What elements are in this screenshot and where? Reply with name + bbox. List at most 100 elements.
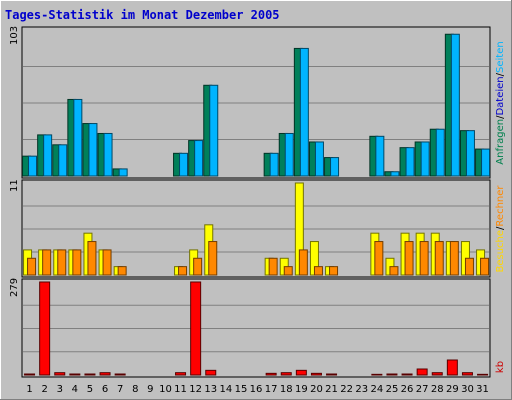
bars-requests (22, 33, 491, 177)
bar-kb (310, 372, 322, 376)
x-tick-label: 3 (57, 384, 63, 395)
bar-seiten (28, 155, 38, 177)
x-tick-label: 7 (117, 384, 123, 395)
x-tick-label: 27 (416, 384, 429, 395)
bar-kb (190, 281, 202, 376)
side-legend-part: Seiten (495, 41, 506, 73)
x-tick-label: 16 (250, 384, 263, 395)
bar-kb (461, 372, 473, 376)
bar-kb (326, 373, 338, 376)
ymax-label-requests: 103 (9, 26, 20, 45)
ymax-label-kb: 279 (9, 278, 20, 297)
bar-seiten (465, 130, 475, 177)
bar-seiten (103, 132, 113, 177)
bar-rechner (449, 241, 459, 276)
side-legend-kb: kb (495, 361, 506, 373)
x-tick-label: 5 (87, 384, 93, 395)
x-tick-label: 19 (295, 384, 308, 395)
bar-rechner (313, 266, 323, 276)
side-legend-part: Anfragen (495, 119, 506, 165)
bar-kb (54, 372, 66, 376)
bar-kb (99, 372, 111, 376)
bar-rechner (42, 249, 52, 276)
bar-rechner (193, 257, 203, 276)
bar-kb (401, 373, 413, 376)
grid-kb (23, 304, 489, 353)
x-tick-label: 25 (386, 384, 399, 395)
bar-seiten (375, 135, 385, 177)
bar-rechner (283, 266, 293, 276)
bar-kb (295, 369, 307, 376)
bar-rechner (117, 266, 127, 276)
bar-seiten (314, 141, 324, 177)
x-tick-label: 2 (41, 384, 47, 395)
bar-kb (84, 373, 96, 376)
bar-kb (446, 359, 458, 376)
x-tick-label: 21 (325, 384, 338, 395)
x-tick-label: 29 (446, 384, 459, 395)
bar-rechner (178, 266, 188, 276)
x-tick-label: 28 (431, 384, 444, 395)
bar-rechner (464, 257, 474, 276)
bar-kb (280, 372, 292, 376)
side-legend-part: Dateien (495, 76, 506, 115)
x-tick-label: 24 (370, 384, 383, 395)
panel-kb: 279 kb (9, 278, 506, 378)
bar-rechner (268, 257, 278, 276)
bars-kb (24, 281, 489, 376)
bar-seiten (179, 152, 189, 177)
bar-seiten (330, 157, 340, 177)
bar-seiten (43, 134, 53, 177)
bar-kb (265, 372, 277, 376)
bar-kb (477, 373, 489, 376)
side-legend-visits: Besuche/Rechner (495, 185, 506, 273)
bar-seiten (435, 128, 445, 177)
bar-rechner (27, 257, 37, 276)
bar-seiten (269, 152, 279, 177)
bar-rechner (298, 249, 308, 276)
bar-seiten (88, 123, 98, 177)
x-tick-label: 31 (476, 384, 489, 395)
x-tick-label: 6 (102, 384, 108, 395)
bar-seiten (58, 144, 68, 177)
bar-rechner (102, 249, 112, 276)
x-tick-label: 15 (235, 384, 248, 395)
bar-seiten (73, 98, 83, 177)
bar-seiten (390, 171, 400, 177)
bar-kb (69, 373, 81, 376)
x-tick-label: 10 (159, 384, 172, 395)
x-tick-label: 4 (72, 384, 78, 395)
side-legend-part: Rechner (495, 185, 506, 227)
bar-rechner (329, 266, 339, 276)
bar-kb (205, 369, 217, 376)
bar-kb (386, 373, 398, 376)
bar-seiten (209, 84, 219, 177)
bar-rechner (87, 241, 97, 276)
bar-seiten (284, 132, 294, 177)
x-tick-label: 20 (310, 384, 323, 395)
bar-rechner (57, 249, 67, 276)
bar-seiten (299, 47, 309, 177)
side-legend-part: / (495, 72, 506, 76)
bar-rechner (480, 257, 490, 276)
bar-seiten (420, 141, 430, 177)
bar-kb (175, 372, 187, 376)
side-legend-requests: Anfragen/Dateien/Seiten (495, 41, 506, 164)
bar-rechner (419, 241, 429, 276)
bar-kb (39, 281, 51, 376)
x-axis-day-labels: 1 2 3 4 5 6 7 8 9 10 11 12 13 14 15 16 17 18 19 20 21 22 23 24 2… (26, 384, 489, 395)
bar-kb (114, 373, 126, 376)
bar-rechner (404, 241, 414, 276)
bar-rechner (434, 241, 444, 276)
bar-kb (371, 373, 383, 376)
ymax-label-visits: 11 (9, 179, 20, 192)
bar-rechner (389, 266, 399, 276)
x-tick-label: 1 (26, 384, 32, 395)
panel-requests: 103 Anfragen/Dateien/Seiten (9, 26, 506, 179)
bar-rechner (72, 249, 82, 276)
x-tick-label: 12 (189, 384, 202, 395)
bar-kb (416, 368, 428, 376)
x-tick-label: 22 (340, 384, 353, 395)
x-tick-label: 14 (219, 384, 232, 395)
bar-kb (431, 372, 443, 376)
